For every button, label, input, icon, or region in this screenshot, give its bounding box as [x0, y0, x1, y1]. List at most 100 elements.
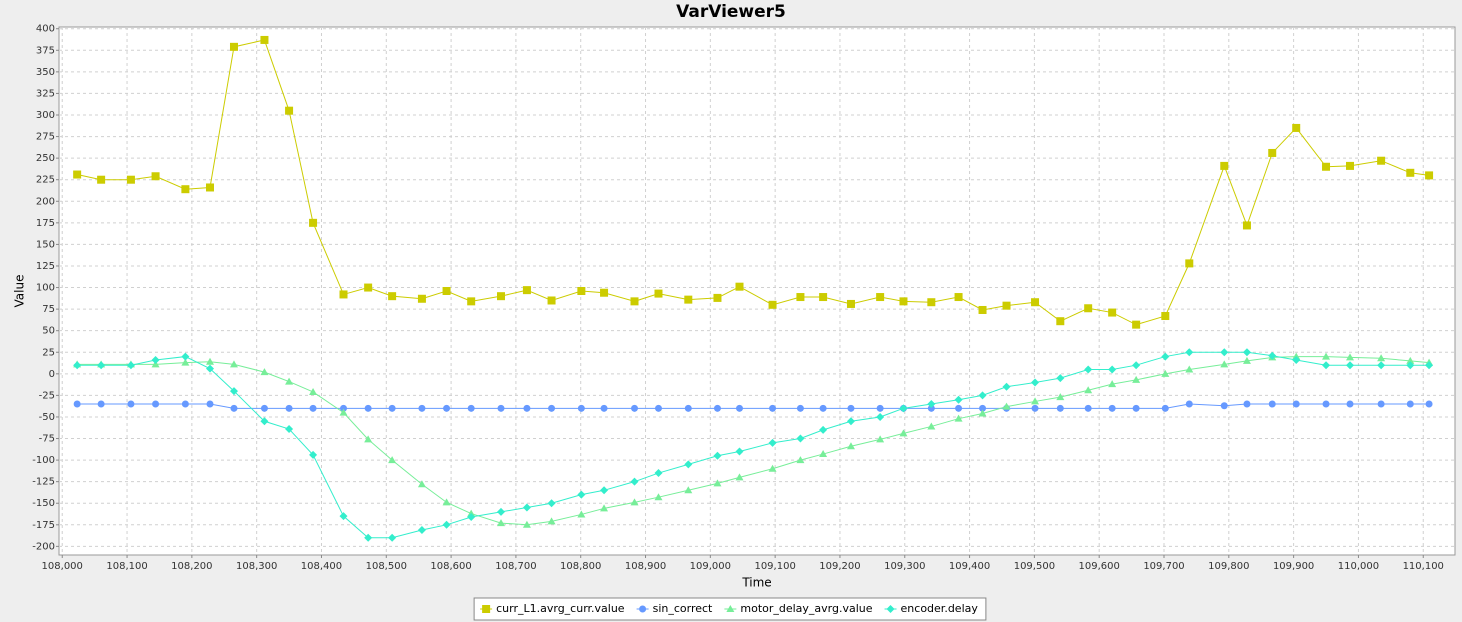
marker: [1132, 375, 1141, 383]
marker: [769, 404, 777, 412]
marker: [309, 404, 317, 412]
marker: [1243, 400, 1251, 408]
marker: [876, 435, 885, 443]
legend-label: sin_correct: [653, 602, 713, 615]
x-tick-label: 108,100: [106, 561, 147, 572]
marker: [978, 409, 987, 417]
marker: [713, 404, 721, 412]
marker: [600, 288, 609, 297]
x-tick-label: 108,500: [366, 561, 407, 572]
marker: [418, 404, 426, 412]
marker: [899, 404, 908, 413]
marker: [1406, 168, 1415, 177]
marker: [260, 417, 269, 426]
y-tick-label: 300: [36, 110, 55, 121]
marker: [206, 364, 215, 373]
y-tick-label: -175: [32, 520, 55, 531]
marker: [417, 294, 426, 303]
marker: [1002, 301, 1011, 310]
marker: [1377, 400, 1385, 408]
marker: [388, 533, 397, 542]
marker: [955, 404, 963, 412]
marker: [768, 438, 777, 447]
y-tick-label: 25: [42, 347, 55, 358]
marker: [206, 357, 215, 365]
marker: [577, 404, 585, 412]
x-tick-label: 109,100: [754, 561, 795, 572]
marker: [73, 400, 81, 408]
marker: [819, 293, 828, 302]
marker: [1242, 221, 1251, 230]
marker: [1322, 361, 1331, 370]
marker: [654, 289, 663, 298]
marker: [522, 286, 531, 295]
marker: [364, 283, 373, 292]
marker: [285, 106, 294, 115]
marker: [1406, 361, 1415, 370]
marker: [796, 434, 805, 443]
marker: [684, 295, 693, 304]
marker: [1268, 148, 1277, 157]
marker: [97, 361, 106, 370]
marker: [1242, 356, 1251, 364]
y-tick-label: 225: [36, 175, 55, 186]
marker: [796, 404, 804, 412]
marker: [442, 520, 451, 529]
marker: [600, 486, 609, 495]
x-tick-label: 108,600: [430, 561, 471, 572]
marker: [340, 404, 348, 412]
marker: [1185, 259, 1194, 268]
y-tick-label: 400: [36, 24, 55, 35]
marker: [1108, 365, 1117, 374]
y-tick-label: -50: [39, 412, 55, 423]
marker: [309, 450, 318, 459]
marker: [339, 512, 348, 521]
y-tick-label: 175: [36, 218, 55, 229]
marker: [735, 447, 744, 456]
marker: [927, 422, 936, 430]
marker: [979, 404, 987, 412]
marker: [846, 442, 855, 450]
x-tick-label: 108,200: [171, 561, 212, 572]
chart-title: VarViewer5: [676, 2, 786, 22]
marker: [630, 297, 639, 306]
marker: [600, 404, 608, 412]
marker: [1002, 382, 1011, 391]
marker: [364, 533, 373, 542]
y-tick-label: 250: [36, 153, 55, 164]
marker: [954, 395, 963, 404]
marker: [577, 510, 586, 518]
y-tick-label: 125: [36, 261, 55, 272]
marker: [1322, 162, 1331, 171]
marker: [1406, 400, 1414, 408]
marker: [1322, 352, 1331, 360]
marker: [899, 297, 908, 306]
marker: [639, 605, 647, 613]
marker: [260, 404, 268, 412]
x-tick-label: 109,800: [1208, 561, 1249, 572]
marker: [309, 387, 318, 395]
y-tick-label: 0: [49, 369, 55, 380]
marker: [819, 450, 828, 458]
marker: [547, 499, 556, 508]
marker: [577, 287, 586, 295]
marker: [443, 404, 451, 412]
marker: [846, 299, 855, 308]
marker: [1161, 312, 1170, 321]
x-tick-label: 109,400: [949, 561, 990, 572]
marker: [523, 404, 531, 412]
y-tick-label: -200: [32, 541, 55, 552]
marker: [1161, 352, 1170, 361]
series-line: [77, 403, 1430, 409]
marker: [388, 456, 397, 464]
marker: [126, 361, 135, 370]
y-tick-label: 275: [36, 132, 55, 143]
y-tick-label: 50: [42, 326, 55, 337]
y-tick-label: 325: [36, 88, 55, 99]
marker: [548, 404, 556, 412]
marker: [417, 525, 426, 534]
marker: [1185, 348, 1194, 357]
legend-label: motor_delay_avrg.value: [740, 602, 872, 615]
x-tick-label: 109,300: [884, 561, 925, 572]
marker: [152, 400, 160, 408]
